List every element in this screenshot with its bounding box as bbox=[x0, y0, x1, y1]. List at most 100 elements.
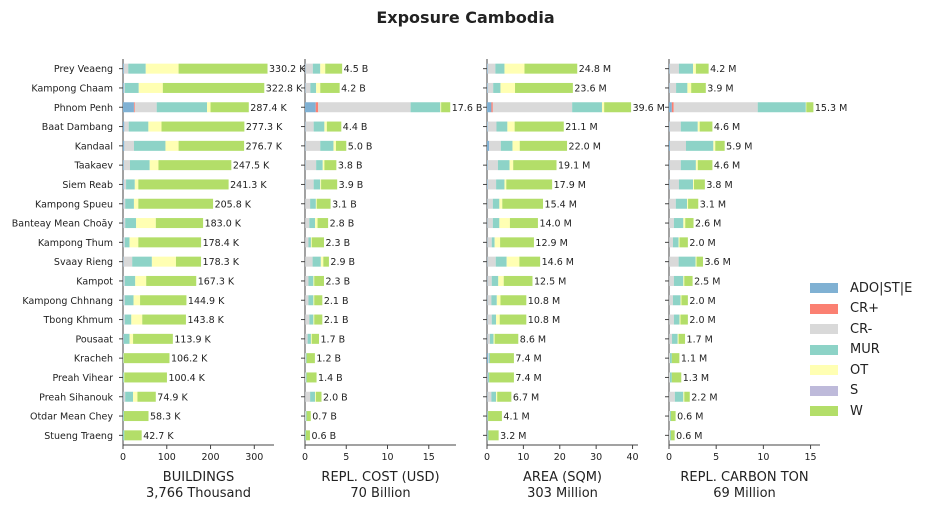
x-axis-title: REPL. CARBON TON bbox=[680, 470, 808, 485]
bar-segment bbox=[125, 198, 134, 209]
bar-segment bbox=[496, 121, 508, 132]
category-label: Kampot bbox=[76, 276, 113, 287]
bar-segment bbox=[124, 295, 134, 306]
bar-segment bbox=[487, 256, 496, 267]
bar-segment bbox=[685, 140, 714, 151]
bar-segment bbox=[494, 333, 519, 344]
data-label: 2.3 B bbox=[325, 238, 350, 249]
legend-item: S bbox=[810, 381, 912, 402]
bar-segment bbox=[680, 314, 688, 325]
bar-segment bbox=[313, 121, 325, 132]
bar-segment bbox=[491, 314, 497, 325]
bar-segment bbox=[669, 121, 681, 132]
bar-segment bbox=[161, 121, 245, 132]
bar-segment bbox=[493, 333, 495, 344]
category-label: Kampong Chhnang bbox=[22, 296, 113, 307]
bar-segment bbox=[324, 160, 337, 171]
bar-segment bbox=[123, 218, 126, 229]
bar-segment bbox=[601, 102, 605, 113]
bar-segment bbox=[488, 411, 502, 422]
bar-segment bbox=[324, 121, 327, 132]
bar-segment bbox=[495, 63, 505, 74]
bar-segment bbox=[487, 430, 489, 441]
data-label: 183.0 K bbox=[205, 219, 242, 230]
bar-segment bbox=[487, 82, 488, 93]
bar-segment bbox=[500, 140, 513, 151]
bar-segment bbox=[125, 391, 134, 402]
bar-segment bbox=[133, 198, 139, 209]
bar-segment bbox=[496, 314, 500, 325]
bar-segment bbox=[316, 82, 321, 93]
bar-segment bbox=[487, 179, 497, 190]
bar-segment bbox=[678, 63, 694, 74]
data-label: 24.8 M bbox=[579, 64, 611, 75]
bar-segment bbox=[494, 237, 501, 248]
bar-segment bbox=[489, 353, 514, 364]
bar-segment bbox=[524, 63, 578, 74]
bar-segment bbox=[509, 160, 514, 171]
bar-segment bbox=[305, 140, 321, 151]
bar-segment bbox=[138, 179, 229, 190]
data-label: 330.2 K bbox=[269, 64, 306, 75]
bar-segment bbox=[148, 121, 162, 132]
bar-segment bbox=[680, 295, 682, 306]
bar-segment bbox=[497, 391, 512, 402]
bar-segment bbox=[310, 391, 316, 402]
bar-segment bbox=[124, 82, 139, 93]
legend-label: OT bbox=[850, 362, 869, 378]
bar-segment bbox=[504, 179, 507, 190]
bar-segment bbox=[311, 237, 324, 248]
bar-segment bbox=[671, 372, 682, 383]
bar-segment bbox=[314, 314, 323, 325]
bar-segment bbox=[316, 160, 323, 171]
bar-segment bbox=[757, 102, 806, 113]
bar-segment bbox=[305, 353, 307, 364]
data-label: 4.2 M bbox=[710, 64, 736, 75]
bar-segment bbox=[671, 102, 674, 113]
bar-segment bbox=[178, 63, 268, 74]
bar-segment bbox=[491, 237, 495, 248]
bar-segment bbox=[696, 256, 703, 267]
bar-segment bbox=[680, 121, 698, 132]
category-label: Kandaal bbox=[75, 141, 113, 152]
bar-segment bbox=[145, 63, 179, 74]
bar-segment bbox=[146, 275, 197, 286]
bar-segment bbox=[123, 179, 127, 190]
bar-segment bbox=[669, 353, 672, 364]
data-label: 0.6 M bbox=[677, 412, 703, 423]
bar-segment bbox=[669, 430, 671, 441]
bar-segment bbox=[305, 430, 310, 441]
bar-segment bbox=[123, 314, 125, 325]
bar-segment bbox=[133, 295, 141, 306]
bar-segment bbox=[124, 140, 134, 151]
bar-segment bbox=[313, 179, 321, 190]
data-label: 322.8 K bbox=[266, 83, 303, 94]
bar-segment bbox=[124, 314, 132, 325]
bar-segment bbox=[506, 179, 553, 190]
bar-segment bbox=[681, 295, 688, 306]
bar-segment bbox=[488, 430, 499, 441]
bar-segment bbox=[305, 314, 310, 325]
bar-segment bbox=[491, 391, 497, 402]
bar-segment bbox=[123, 372, 124, 383]
bar-segment bbox=[806, 102, 814, 113]
bar-segment bbox=[669, 353, 670, 364]
category-label: Kampong Spueu bbox=[35, 199, 113, 210]
bar-segment bbox=[441, 102, 451, 113]
data-label: 3.9 B bbox=[339, 180, 364, 191]
x-tick-label: 0 bbox=[302, 452, 308, 463]
bar-segment bbox=[305, 256, 313, 267]
data-label: 17.9 M bbox=[554, 180, 586, 191]
bar-segment bbox=[305, 82, 311, 93]
bar-segment bbox=[136, 218, 156, 229]
bar-segment bbox=[140, 295, 187, 306]
data-label: 276.7 K bbox=[246, 141, 283, 152]
data-label: 2.1 B bbox=[324, 296, 349, 307]
legend-item: ADO|ST|E bbox=[810, 278, 912, 299]
bar-segment bbox=[487, 121, 497, 132]
bar-segment bbox=[128, 121, 149, 132]
x-axis-title: AREA (SQM) bbox=[523, 470, 602, 485]
bar-segment bbox=[669, 314, 674, 325]
category-label: Svaay Rieng bbox=[54, 257, 113, 268]
legend-item: CR- bbox=[810, 319, 912, 340]
